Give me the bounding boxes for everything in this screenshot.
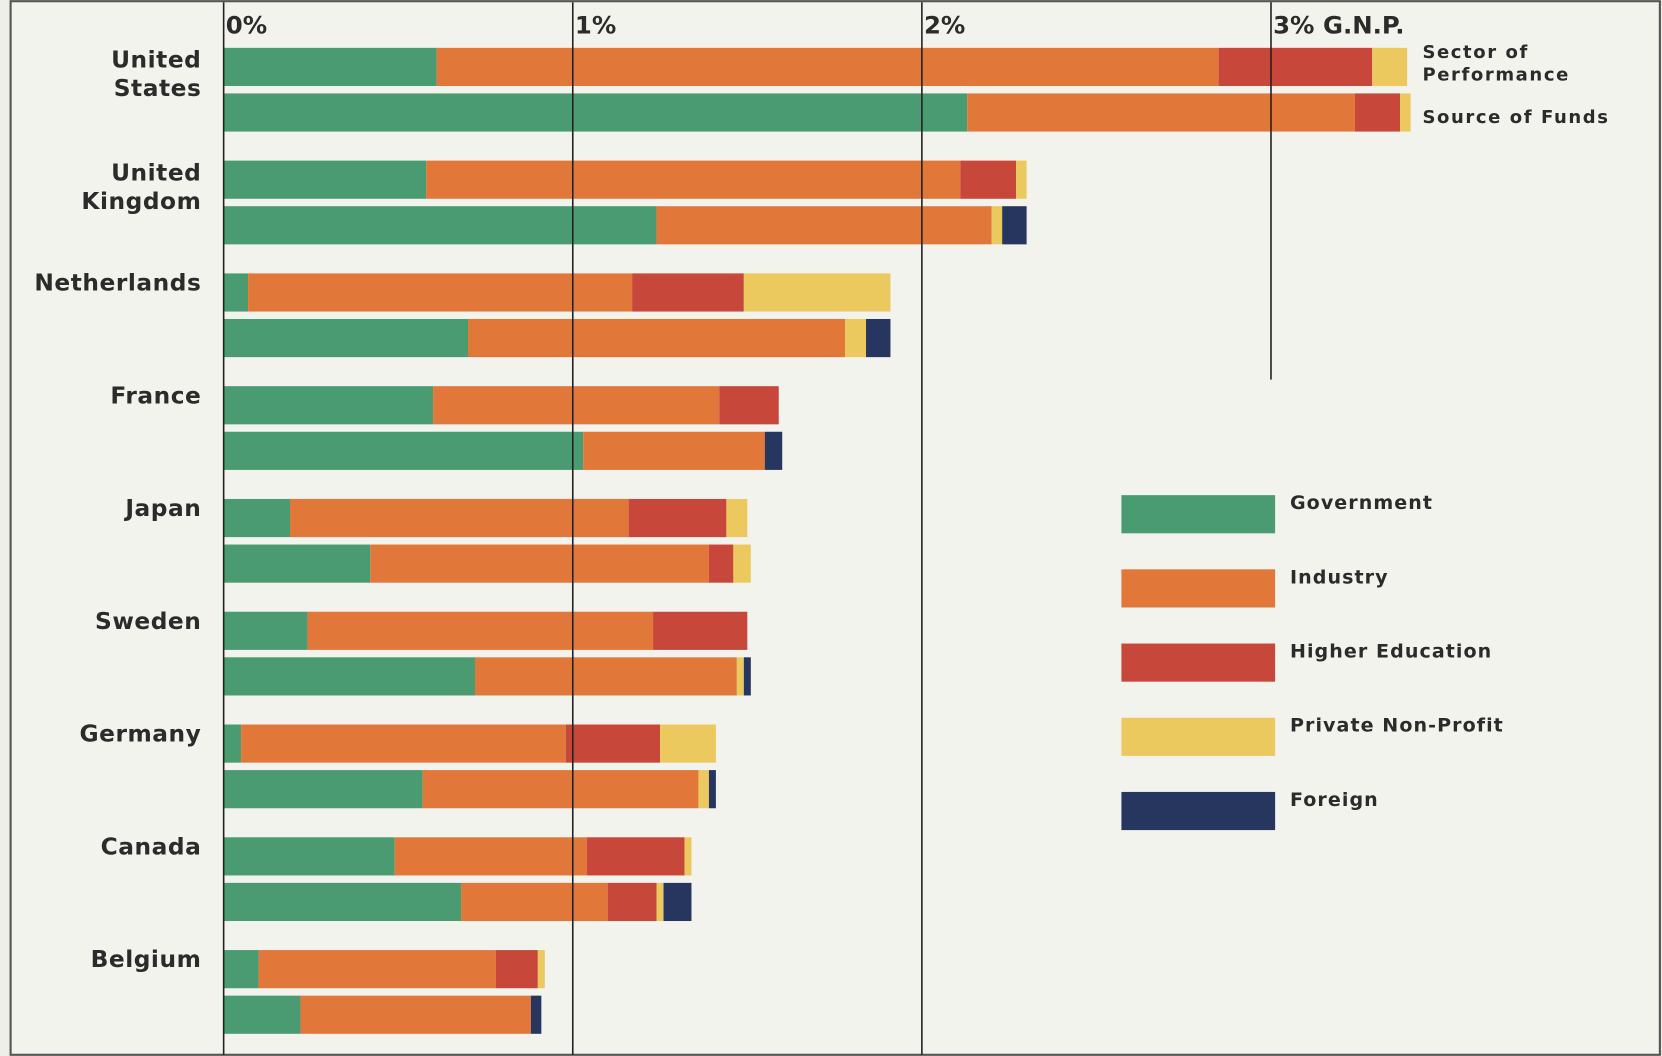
bar-segment: [475, 657, 737, 696]
bar-segment: [743, 657, 751, 696]
bar-segment: [289, 498, 629, 538]
bar-segment: [1354, 93, 1401, 132]
bar-segment: [223, 544, 371, 583]
bar-segment: [565, 724, 661, 763]
bar-segment: [223, 93, 968, 132]
bar-segment: [223, 724, 242, 763]
x-tick-label: 3% G.N.P.: [1273, 11, 1404, 40]
bar-segment: [726, 498, 748, 538]
country-label: Sweden: [95, 608, 201, 635]
legend-swatch: [1121, 569, 1276, 608]
bar-segment: [223, 318, 469, 358]
country-label: United Kingdom: [81, 159, 201, 215]
x-tick-label: 2%: [924, 11, 965, 40]
bar-segment: [468, 318, 846, 358]
bar-segment: [223, 386, 434, 425]
bar-segment: [223, 431, 584, 470]
country-label: Germany: [79, 721, 201, 748]
bar-segment: [495, 950, 538, 989]
country-label: United States: [111, 46, 201, 102]
bar-segment: [223, 995, 301, 1034]
bar-segment: [628, 498, 727, 538]
bar-segment: [586, 837, 685, 876]
bar-segment: [223, 611, 308, 650]
bar-segment: [708, 770, 716, 809]
bar-segment: [764, 431, 783, 470]
bar-segment: [223, 47, 437, 87]
country-label: Netherlands: [34, 269, 201, 296]
bar-segment: [1372, 47, 1408, 87]
legend-swatch: [1121, 643, 1276, 682]
bar-segment: [436, 47, 1219, 87]
bar-segment: [653, 611, 748, 650]
bar-segment: [426, 160, 961, 199]
bar-segment: [733, 544, 751, 583]
bar-segment: [991, 206, 1003, 245]
bar-segment: [300, 995, 531, 1034]
bar-segment: [258, 950, 496, 989]
bar-segment: [223, 770, 423, 809]
bar-segment: [656, 206, 992, 245]
bar-segment: [537, 950, 545, 989]
bar-segment: [708, 544, 734, 583]
bar-segment: [461, 882, 608, 922]
bar-segment: [845, 318, 867, 358]
legend-swatch: [1121, 495, 1276, 534]
legend-label: Foreign: [1290, 789, 1379, 811]
bar-segment: [248, 273, 633, 312]
bar-label: Sector of Performance: [1422, 42, 1569, 85]
bar-segment: [370, 544, 709, 583]
bar-segment: [583, 431, 765, 470]
x-tick-label: 0%: [226, 11, 267, 40]
legend-label: Private Non-Profit: [1290, 715, 1504, 737]
bar-segment: [223, 837, 395, 876]
bar-segment: [394, 837, 587, 876]
bar-segment: [960, 160, 1017, 199]
bar-segment: [241, 724, 566, 763]
bar-segment: [223, 657, 476, 696]
bar-segment: [433, 386, 720, 425]
x-tick-label: 1%: [575, 11, 616, 40]
bar-segment: [422, 770, 699, 809]
bar-segment: [1400, 93, 1411, 132]
bar-segment: [223, 206, 657, 245]
bar-segment: [656, 882, 664, 922]
bar-segment: [607, 882, 657, 922]
bar-segment: [967, 93, 1355, 132]
bar-segment: [632, 273, 744, 312]
bar-segment: [223, 273, 249, 312]
legend-label: Higher Education: [1290, 641, 1492, 663]
legend-label: Government: [1290, 492, 1433, 514]
bar-segment: [663, 882, 692, 922]
bar-segment: [866, 318, 891, 358]
country-label: Canada: [101, 833, 202, 860]
legend-swatch: [1121, 717, 1276, 756]
bar-segment: [223, 160, 427, 199]
bar-segment: [719, 386, 779, 425]
bar-segment: [660, 724, 716, 763]
country-label: Japan: [123, 495, 201, 522]
bar-label: Source of Funds: [1422, 107, 1609, 128]
bar-segment: [530, 995, 542, 1034]
bar-segment: [223, 882, 462, 922]
bar-segment: [223, 498, 290, 538]
bar-segment: [223, 950, 259, 989]
bar-segment: [743, 273, 891, 312]
legend-swatch: [1121, 791, 1276, 831]
bar-segment: [307, 611, 654, 650]
bar-segment: [736, 657, 744, 696]
bar-segment: [1002, 206, 1027, 245]
bar-segment: [1218, 47, 1373, 87]
bar-segment: [698, 770, 709, 809]
bar-segment: [684, 837, 692, 876]
bar-segment: [1016, 160, 1027, 199]
country-label: France: [110, 382, 201, 409]
legend-label: Industry: [1290, 566, 1389, 588]
country-label: Belgium: [91, 946, 202, 973]
